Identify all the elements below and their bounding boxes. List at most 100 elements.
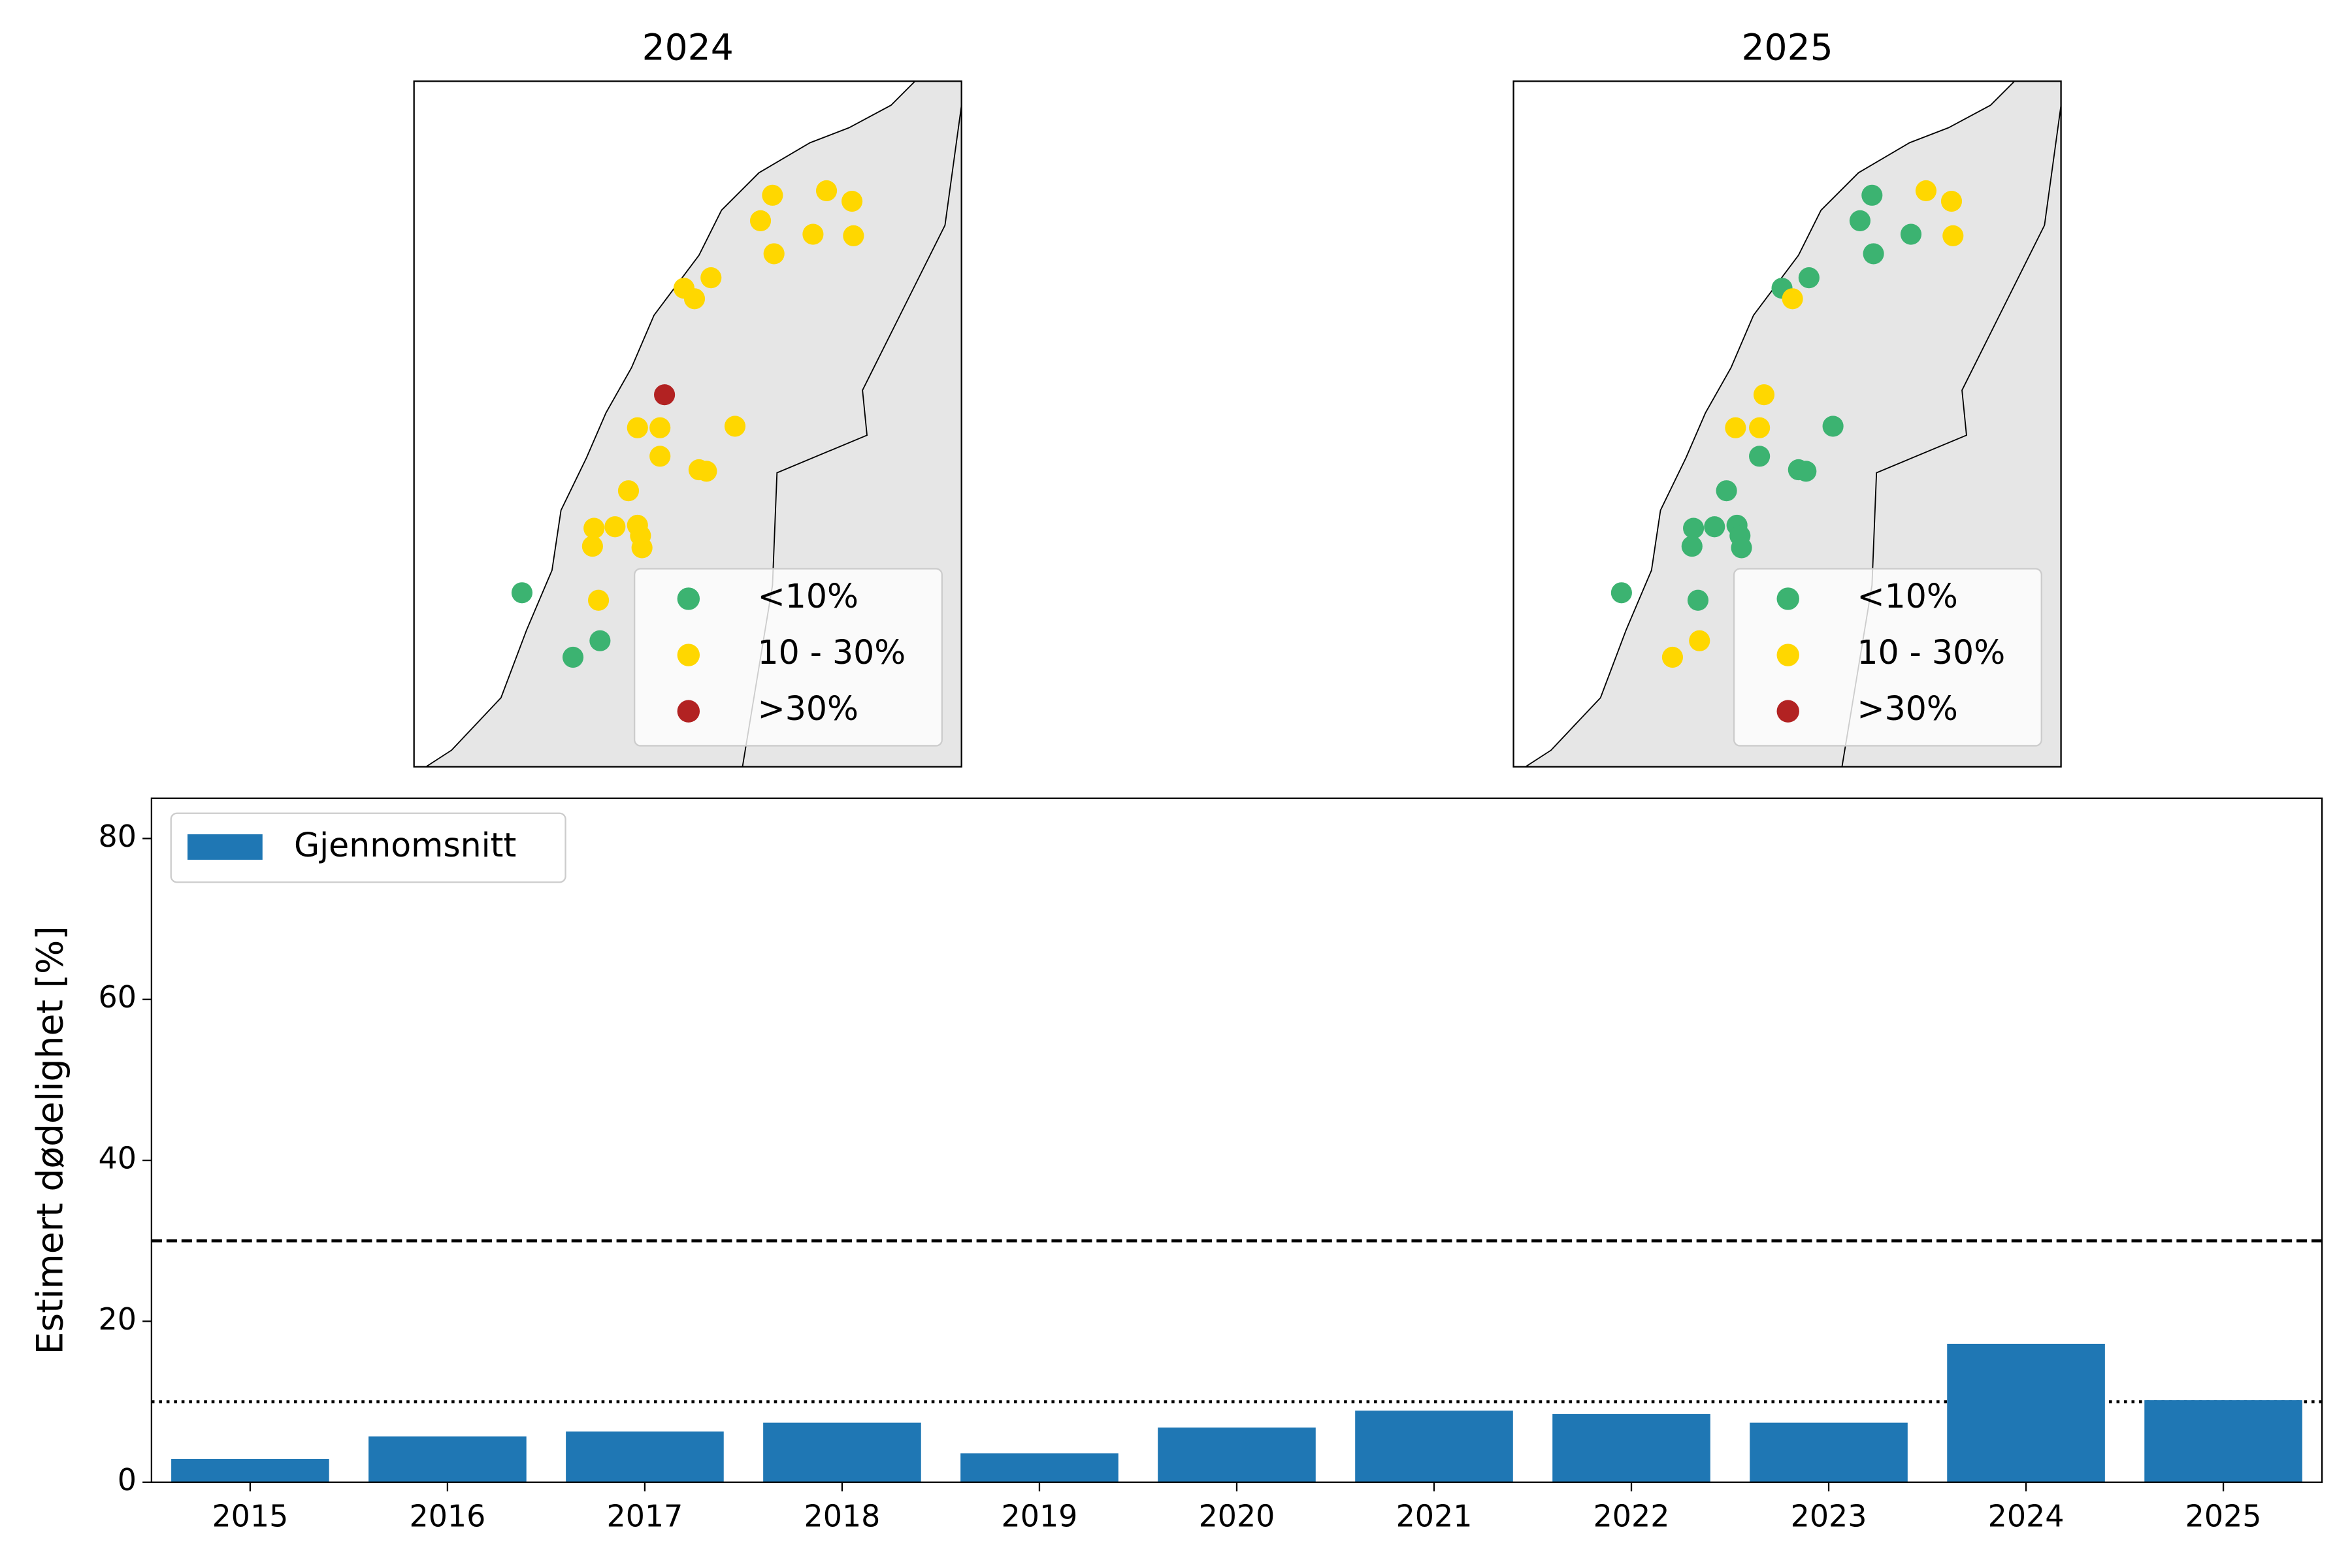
coastline [1525,80,2016,768]
x-tick-label: 2020 [1199,1498,1275,1533]
border [742,105,962,767]
site-dot [1863,243,1884,265]
site-dot [762,184,783,206]
site-dot [1940,190,1963,212]
site-dot [649,446,671,467]
bar [1355,1411,1513,1482]
x-tick-label: 2019 [1002,1498,1078,1533]
site-dot [511,582,533,604]
bar [368,1436,527,1482]
y-tick-label: 60 [99,979,137,1015]
y-axis-label: Estimert dødelighet [%] [29,926,71,1354]
bar [2144,1400,2302,1482]
legend-marker [677,700,700,723]
site-dot [1661,646,1684,668]
border [1841,105,2062,767]
site-dot [749,210,772,231]
site-dot [1900,223,1922,245]
site-dot [589,630,611,651]
legend-box [1733,568,2042,747]
site-dot [588,589,610,611]
map-title: 2024 [642,26,734,68]
map-title: 2025 [1741,26,1833,68]
site-dot [617,480,640,502]
legend-label: <10% [1857,577,1958,615]
site-dot [802,223,824,245]
site-dot [1683,517,1705,539]
site-dot [763,243,785,265]
bar [1158,1427,1316,1482]
site-dot [1861,184,1883,206]
legend-label: >30% [1857,689,1958,728]
site-dot [627,417,648,438]
legend-label: Gjennomsnitt [294,826,516,864]
site-dot [700,267,722,289]
site-dot [696,461,717,482]
site-dot [1689,630,1710,651]
x-tick-label: 2024 [1988,1498,2065,1533]
bar [1947,1343,2105,1482]
site-dot [649,417,671,438]
x-tick-label: 2021 [1396,1498,1473,1533]
x-tick-label: 2015 [212,1498,288,1533]
site-dot [654,384,676,406]
legend-marker [1776,700,1799,723]
site-dot [1681,536,1703,557]
legend-label: <10% [757,577,858,615]
site-dot [1849,210,1871,231]
site-dot [724,416,746,437]
site-dot [815,180,838,202]
site-dot [1822,416,1844,437]
site-dot [683,288,706,310]
site-dot [604,516,626,538]
site-dot [1725,417,1746,438]
bar [171,1459,329,1482]
legend-marker [1776,587,1799,610]
bar [960,1453,1119,1482]
bar [763,1422,921,1482]
site-dot [1915,180,1937,202]
legend-label: 10 - 30% [757,633,906,672]
legend-box [634,568,943,747]
bar [566,1431,724,1482]
site-dot [1749,417,1771,438]
map-frame [413,80,962,768]
y-tick-label: 0 [118,1462,137,1497]
x-tick-label: 2022 [1593,1498,1670,1533]
y-tick-label: 20 [99,1301,137,1337]
x-tick-label: 2017 [607,1498,683,1533]
legend-label: >30% [757,689,858,728]
y-tick-label: 40 [99,1141,137,1176]
site-dot [1798,267,1820,289]
site-dot [843,225,864,246]
legend-swatch [187,834,263,860]
x-tick-label: 2018 [804,1498,881,1533]
legend-label: 10 - 30% [1857,633,2005,672]
site-dot [1749,446,1771,467]
site-dot [583,517,605,539]
legend-marker [677,644,700,666]
x-tick-label: 2016 [410,1498,486,1533]
bar [1552,1414,1710,1482]
site-dot [581,536,603,557]
bar [1750,1422,1908,1482]
site-dot [562,646,584,668]
coastline [425,80,916,768]
site-dot [1782,288,1803,310]
legend-marker [677,587,700,610]
site-dot [1704,516,1725,538]
site-dot [1753,384,1775,406]
site-dot [1731,537,1752,559]
site-dot [1795,461,1817,482]
site-dot [1610,582,1632,604]
y-tick-label: 80 [99,819,137,854]
site-dot [841,190,863,212]
x-tick-label: 2023 [1791,1498,1867,1533]
site-dot [1687,589,1709,611]
map-frame [1512,80,2062,768]
site-dot [1716,480,1737,502]
legend-box [170,812,566,883]
x-tick-label: 2025 [2185,1498,2262,1533]
